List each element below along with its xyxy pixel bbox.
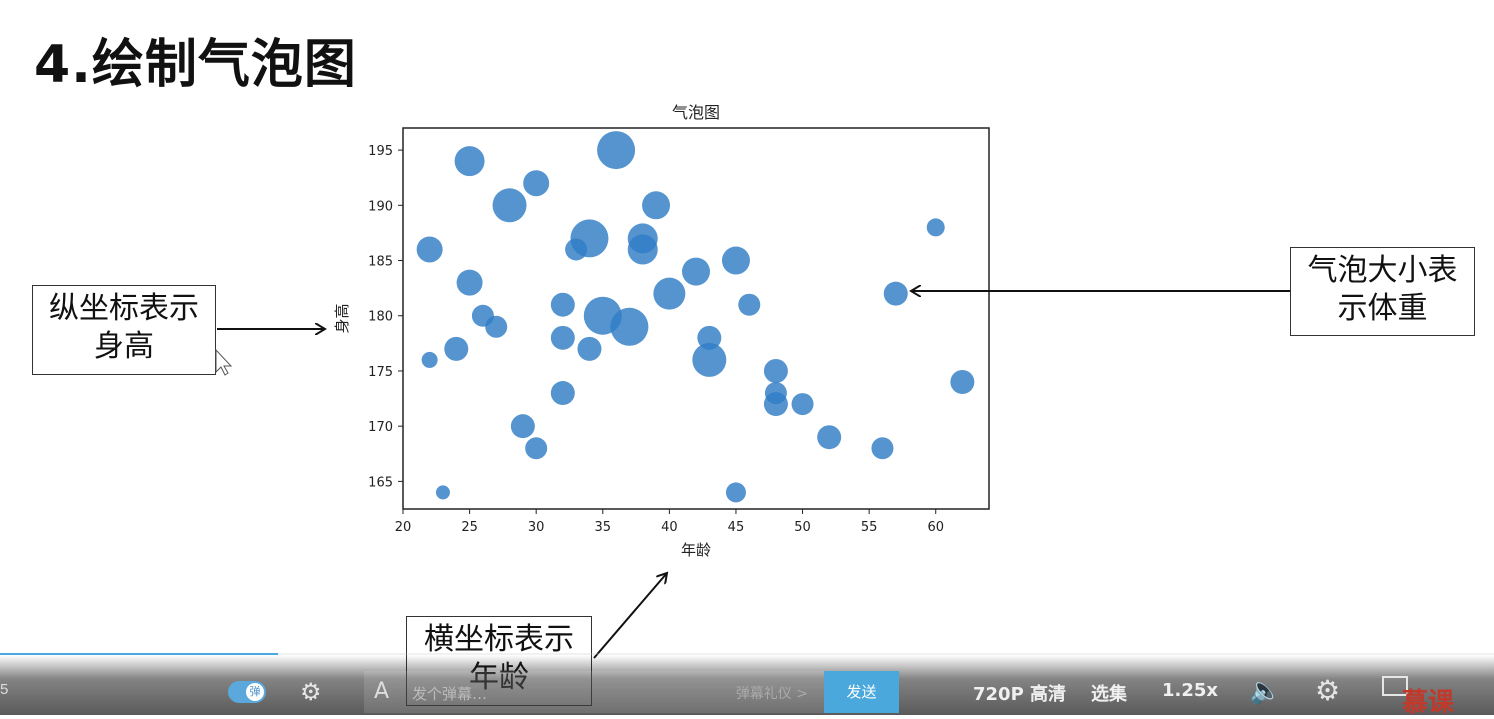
bubble-point — [577, 336, 602, 361]
danmu-settings-icon[interactable]: ⚙ — [300, 678, 322, 706]
bubble-point — [454, 146, 485, 177]
ylabel-callout-line2: 身高 — [94, 329, 154, 364]
progress-track[interactable] — [278, 653, 1494, 655]
bubble-point — [725, 482, 746, 503]
bubble-point — [435, 485, 450, 500]
brand-logo: 慕课 — [1402, 688, 1455, 718]
y-tick-label: 165 — [368, 475, 393, 490]
x-tick-label: 40 — [661, 520, 678, 535]
bubble-point — [550, 292, 575, 317]
x-tick-label: 25 — [461, 520, 478, 535]
bubble-point — [485, 315, 508, 338]
bubble-point — [523, 170, 550, 197]
bubble-point — [763, 358, 788, 383]
bubble-point — [763, 392, 788, 417]
danmu-etiquette-link[interactable]: 弹幕礼仪 > — [735, 686, 808, 702]
x-tick-label: 30 — [528, 520, 545, 535]
x-tick-label: 20 — [395, 520, 412, 535]
danmu-toggle-label: 弹 — [246, 683, 264, 701]
bubble-point — [570, 219, 609, 258]
y-axis-label: 身高 — [333, 303, 351, 333]
bubble-point — [627, 234, 658, 265]
bubble-point — [416, 236, 443, 263]
progress-played[interactable] — [0, 653, 278, 655]
bubble-point — [550, 325, 575, 350]
danmu-placeholder: 发个弹幕… — [412, 685, 488, 703]
bubble-point — [697, 325, 722, 350]
speed-button[interactable]: 1.25x — [1162, 680, 1219, 701]
bubble-point — [597, 131, 636, 170]
bubble-point — [492, 188, 527, 223]
bubble-point — [883, 281, 908, 306]
send-button[interactable]: 发送 — [824, 671, 899, 713]
x-tick-label: 55 — [861, 520, 878, 535]
bubble-point — [791, 393, 814, 416]
danmu-toggle[interactable]: 弹 — [228, 681, 266, 703]
bubble-point — [721, 246, 750, 275]
bubble-point — [871, 437, 894, 460]
bubble-point — [817, 425, 842, 450]
bubble-point — [682, 257, 710, 286]
chart-title: 气泡图 — [672, 103, 720, 122]
x-tick-label: 45 — [728, 520, 745, 535]
y-tick-label: 195 — [368, 144, 393, 159]
size-callout-line1: 气泡大小表 — [1307, 253, 1458, 288]
bubble-point — [692, 342, 727, 377]
x-axis-label: 年龄 — [681, 541, 711, 559]
xlabel-callout-line1: 横坐标表示 — [424, 622, 574, 657]
bubble-point — [653, 277, 686, 310]
picture-in-picture-icon[interactable] — [1382, 676, 1408, 696]
slide-title: 4.绘制气泡图 — [34, 35, 357, 95]
x-tick-label: 50 — [794, 520, 811, 535]
bubble-point — [421, 351, 438, 368]
x-tick-label: 35 — [594, 520, 611, 535]
x-tick-label: 60 — [927, 520, 944, 535]
y-tick-label: 175 — [368, 365, 393, 380]
bubble-point — [456, 269, 483, 296]
bubble-point — [926, 218, 945, 237]
ylabel-callout-line1: 纵坐标表示 — [49, 291, 199, 326]
bubble-point — [510, 414, 535, 439]
y-tick-label: 170 — [368, 420, 393, 435]
bubble-point — [525, 437, 548, 460]
bubble-point — [950, 370, 975, 394]
episodes-button[interactable]: 选集 — [1091, 684, 1127, 705]
quality-button[interactable]: 720P 高清 — [973, 684, 1067, 705]
bubble-point — [444, 336, 469, 361]
text-style-icon[interactable]: A — [374, 679, 390, 704]
y-tick-label: 185 — [368, 255, 393, 270]
bubble-point — [738, 293, 761, 316]
danmu-input[interactable]: A 发个弹幕… 弹幕礼仪 > — [364, 671, 824, 713]
ylabel-callout: 纵坐标表示 身高 — [32, 285, 216, 375]
settings-gear-icon[interactable]: ⚙ — [1315, 674, 1341, 707]
y-tick-label: 180 — [368, 310, 393, 325]
bubble-point — [642, 191, 671, 220]
time-display: 5 — [0, 681, 9, 698]
bubble-point — [550, 381, 575, 406]
volume-icon[interactable]: 🔈 — [1249, 676, 1282, 706]
y-tick-label: 190 — [368, 199, 393, 214]
size-callout-line2: 示体重 — [1337, 291, 1428, 326]
bubble-point — [610, 307, 649, 346]
size-callout: 气泡大小表 示体重 — [1290, 247, 1475, 336]
